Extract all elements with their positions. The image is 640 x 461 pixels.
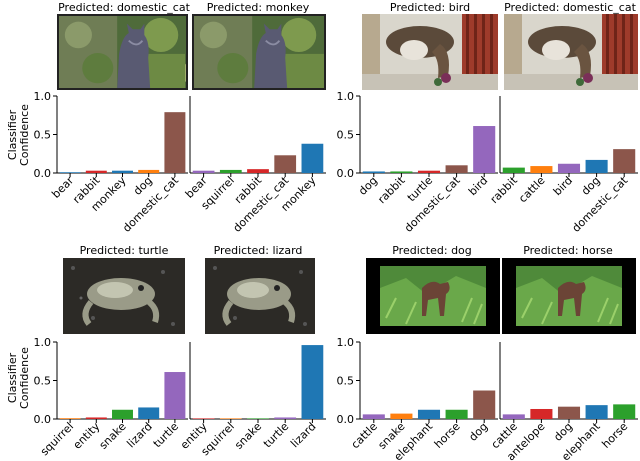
- x-tick-label: snake: [232, 420, 264, 452]
- bar-dog: [138, 169, 160, 173]
- x-tick-label: horse: [432, 420, 463, 451]
- x-tick-label: turtle: [151, 420, 182, 451]
- x-tick-label: rabbit: [375, 173, 408, 206]
- bar-squirrel: [219, 418, 242, 419]
- panel-title-8: Predicted: horse: [523, 244, 613, 257]
- y-tick-label: 0.5: [34, 375, 52, 388]
- bar-lizard: [301, 345, 324, 419]
- bar-domestic_cat: [164, 112, 186, 173]
- bar-turtle: [417, 170, 441, 173]
- y-tick-label: 0.0: [337, 167, 355, 180]
- bar-dog: [585, 159, 608, 173]
- bar-squirrel: [59, 418, 81, 419]
- bar-squirrel: [219, 169, 242, 173]
- bar-domestic_cat: [274, 155, 297, 173]
- bar-antelope: [530, 408, 553, 419]
- x-tick-label: turtle: [261, 420, 292, 451]
- bar-turtle: [274, 417, 297, 419]
- x-tick-label: entity: [71, 420, 103, 452]
- bar-domestic_cat: [613, 149, 636, 173]
- bar-dog: [473, 390, 496, 419]
- x-tick-label: dog: [551, 420, 575, 444]
- y-tick-label: 1.0: [34, 336, 52, 349]
- bar-bear: [59, 172, 81, 173]
- bar-bird: [557, 163, 581, 173]
- x-tick-label: horse: [599, 420, 630, 451]
- bar-bird: [473, 126, 496, 173]
- bar-cattle: [362, 414, 385, 419]
- panel-title-4: Predicted: domestic_cat: [504, 1, 636, 14]
- x-tick-label: rabbit: [488, 173, 521, 206]
- bird-image-2: [504, 14, 638, 90]
- x-tick-label: lizard: [288, 420, 318, 450]
- bar-horse: [613, 404, 636, 419]
- bar-rabbit: [502, 167, 525, 173]
- bar-elephant: [417, 409, 441, 419]
- panel-title-5: Predicted: turtle: [79, 244, 169, 257]
- bar-snake: [112, 409, 133, 419]
- y-tick-label: 0.5: [337, 375, 355, 388]
- y-tick-label: 0.5: [34, 129, 52, 142]
- y-tick-label: 1.0: [34, 90, 52, 103]
- bar-entity: [85, 417, 107, 419]
- y-tick-label: 0.0: [34, 167, 52, 180]
- y-tick-label: 1.0: [337, 336, 355, 349]
- bar-entity: [192, 418, 215, 419]
- bar-domestic_cat: [445, 165, 468, 173]
- x-tick-label: bird: [466, 174, 490, 198]
- y-tick-label: 1.0: [337, 90, 355, 103]
- y-tick-label: 0.0: [34, 413, 52, 426]
- cat-image-2: [192, 14, 326, 90]
- bird-image-1: [362, 14, 498, 90]
- bar-dog: [557, 406, 581, 419]
- bar-rabbit: [247, 169, 269, 173]
- panel-title-2: Predicted: monkey: [206, 1, 310, 14]
- x-tick-label: cattle: [516, 174, 547, 205]
- bar-elephant: [585, 405, 608, 419]
- cat-image-1: [57, 14, 188, 90]
- panel-title-1: Predicted: domestic_cat: [58, 1, 190, 14]
- frog-image-2: [205, 258, 315, 334]
- bar-lizard: [138, 407, 160, 419]
- x-tick-label: snake: [97, 420, 129, 452]
- panel-title-3: Predicted: bird: [389, 1, 471, 14]
- bar-rabbit: [85, 170, 107, 173]
- bar-turtle: [164, 372, 186, 419]
- x-tick-label: dog: [466, 420, 490, 444]
- dog-image-2: [502, 258, 636, 334]
- dog-image-1: [366, 258, 500, 334]
- panel-title-6: Predicted: lizard: [213, 244, 303, 257]
- y-tick-label: 0.0: [337, 413, 355, 426]
- bar-monkey: [112, 170, 133, 173]
- bar-bear: [192, 170, 215, 173]
- bar-horse: [445, 409, 468, 419]
- bar-snake: [247, 418, 269, 419]
- bar-dog: [362, 171, 385, 173]
- bar-cattle: [502, 414, 525, 419]
- panel-title-7: Predicted: dog: [392, 244, 472, 257]
- x-tick-label: bird: [551, 174, 575, 198]
- frog-image-1: [63, 258, 185, 334]
- x-tick-label: lizard: [124, 420, 154, 450]
- bar-monkey: [301, 143, 324, 173]
- bar-rabbit: [390, 171, 413, 173]
- x-tick-label: dog: [356, 174, 380, 198]
- bar-cattle: [530, 166, 553, 173]
- bar-snake: [390, 413, 413, 419]
- y-tick-label: 0.5: [337, 129, 355, 142]
- x-tick-label: dog: [579, 174, 603, 198]
